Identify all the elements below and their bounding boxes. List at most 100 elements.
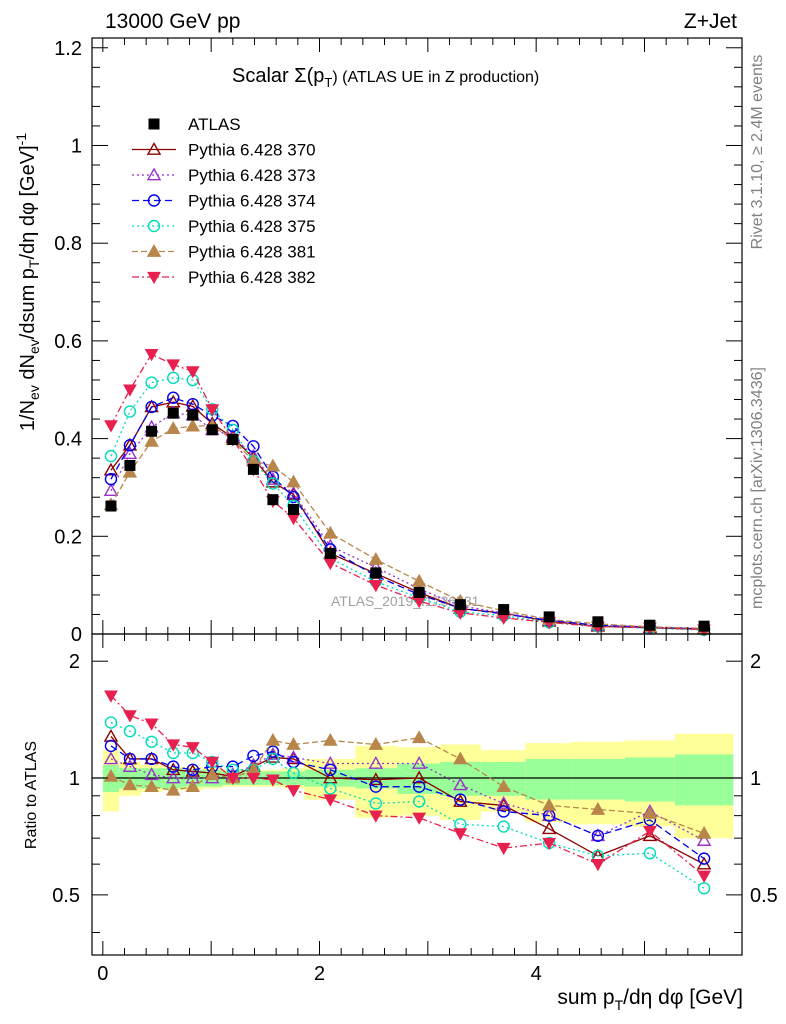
series-382-main-point [368, 579, 383, 593]
ratio-tick-label-left: 2 [69, 651, 80, 673]
series-374-main-point [123, 439, 137, 452]
series-381-main-point [166, 421, 181, 435]
series-374-main-point [287, 490, 300, 504]
ratio-y-axis-title: Ratio to ATLAS [23, 741, 40, 849]
atlas-data-point [413, 586, 425, 598]
series-382-ratio-point [166, 739, 181, 752]
legend-atlas-marker [148, 118, 160, 130]
legend-atlas-label: ATLAS [188, 115, 241, 134]
x-tick-label: 4 [531, 963, 542, 985]
atlas-data-point [698, 620, 710, 632]
series-381-ratio-point [323, 732, 338, 746]
series-382-ratio-point [104, 690, 118, 703]
series-374-main-point [226, 419, 240, 433]
series-375-ratio-point [412, 795, 426, 808]
series-382-ratio-point [185, 742, 200, 755]
series-375-ratio-point [369, 797, 383, 810]
series-381-main-point [144, 433, 159, 447]
atlas-data-point [324, 547, 336, 559]
series-375-ratio-point [104, 716, 118, 729]
series-375-main-line [110, 377, 705, 631]
series-374-ratio-point [412, 780, 426, 793]
atlas-data-point [454, 599, 466, 611]
series-381-ratio-point [642, 806, 658, 819]
series-381-main-point [265, 458, 281, 472]
series-381-ratio-point [496, 779, 511, 793]
series-381-ratio-point [185, 779, 200, 793]
series-373-ratio-point [453, 777, 468, 791]
atlas-data-point [206, 424, 218, 436]
series-374-ratio-point [697, 852, 711, 865]
series-382-ratio-point [323, 794, 338, 807]
main-y-axis-title: 1/Nev dNev/dsum pT/dη dφ [GeV]-1 [13, 133, 42, 431]
series-382-ratio-point [286, 785, 301, 798]
series-381-ratio-point [453, 751, 468, 765]
atlas-data-point [247, 463, 259, 475]
legend-370-label: Pythia 6.428 370 [188, 141, 316, 160]
series-381-ratio-point [166, 782, 181, 796]
series-381-ratio-point [368, 737, 384, 750]
series-374-ratio-line [110, 745, 705, 860]
series-382-main-point [123, 384, 137, 397]
legend-370-marker [146, 142, 162, 155]
ratio-tick-label-right: 2 [750, 651, 761, 673]
atlas-data-point [543, 611, 555, 623]
series-374-ratio-point [167, 760, 180, 773]
series-373-ratio-point [411, 756, 427, 769]
series-382-ratio-point [453, 828, 468, 841]
series-381-main-point [411, 573, 427, 587]
series-375-main-point [123, 405, 137, 418]
series-370-main-point [122, 437, 138, 451]
y-tick-label: 0.8 [54, 233, 82, 255]
series-370-ratio-point [144, 751, 159, 765]
series-381-main-point [122, 464, 138, 478]
series-382-main-point [323, 557, 338, 571]
series-370-ratio-point [122, 751, 138, 765]
legend-375-label: Pythia 6.428 375 [188, 217, 316, 236]
rivet-label: Rivet 3.1.10, ≥ 2.4M events [749, 55, 766, 250]
series-373-ratio-point [122, 759, 138, 772]
series-374-ratio-point [369, 780, 383, 793]
legend-382-marker [147, 271, 161, 285]
ratio-tick-label-right: 1 [750, 768, 761, 790]
series-382-ratio-point [205, 756, 220, 770]
series-382-main-point [104, 420, 118, 433]
series-370-main-point [144, 399, 159, 413]
series-381-main-point [185, 418, 200, 432]
series-370-ratio-line [110, 735, 705, 865]
atlas-data-point [288, 503, 299, 515]
atlas-data-point [124, 459, 136, 471]
series-375-ratio-point [643, 847, 657, 860]
atlas-data-point [105, 500, 117, 512]
series-374-ratio-point [454, 793, 467, 806]
series-375-ratio-point [287, 766, 300, 780]
series-381-main-point [323, 525, 338, 539]
series-381-main-point [368, 552, 384, 565]
series-381-ratio-point [696, 825, 712, 839]
series-370-ratio-point [642, 828, 658, 842]
series-375-ratio-point [123, 725, 137, 738]
atlas-data-point [146, 425, 158, 437]
series-375-main-point [266, 477, 280, 490]
band-inner [525, 758, 572, 800]
series-370-main-point [103, 462, 119, 476]
series-370-ratio-point [286, 751, 301, 765]
atlas-data-point [227, 434, 239, 446]
series-374-ratio-point [123, 752, 137, 766]
series-373-ratio-line [110, 753, 705, 842]
series-375-ratio-point [697, 882, 711, 895]
band-inner [674, 754, 734, 806]
legend-381-marker [146, 244, 162, 257]
series-370-ratio-point [541, 821, 557, 835]
series-374-ratio-point [324, 763, 337, 777]
series-381-ratio-point [590, 801, 606, 815]
ratio-tick-label-left: 1 [69, 768, 80, 790]
series-382-main-point [205, 404, 220, 417]
y-tick-label: 1.2 [54, 38, 82, 60]
series-373-main-point [103, 483, 119, 497]
series-382-main-point [144, 349, 159, 362]
x-axis-title: sum pT/dη dφ [GeV] [557, 986, 743, 1013]
atlas-data-point [592, 616, 604, 628]
series-374-main-point [247, 440, 260, 453]
series-375-ratio-point [324, 782, 337, 795]
